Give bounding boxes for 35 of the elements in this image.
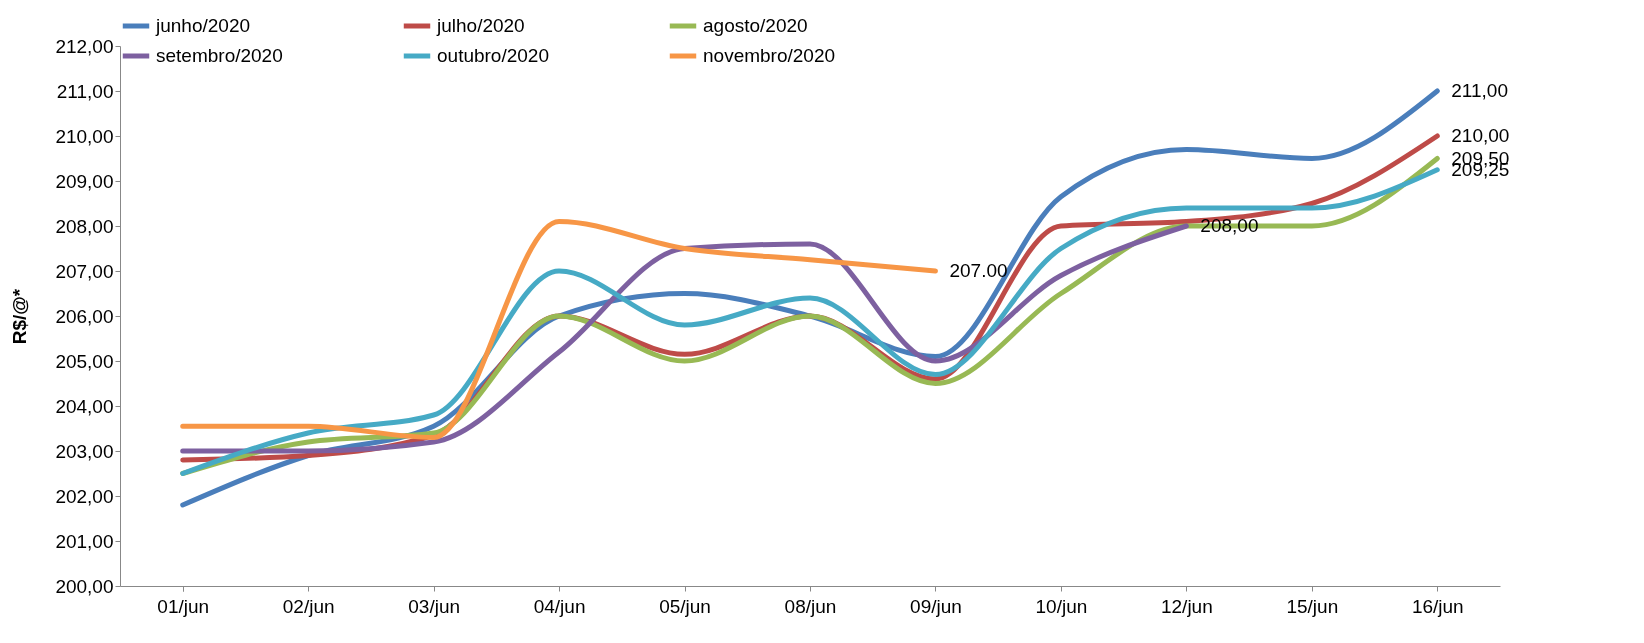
y-tick-label: 210,00 [55, 125, 114, 147]
y-tick-label: 212,00 [55, 35, 114, 57]
legend-label: novembro/2020 [703, 45, 836, 66]
y-tick-label: 204,00 [55, 395, 114, 417]
x-tick-label: 08/jun [784, 595, 837, 617]
x-tick-label: 15/jun [1286, 595, 1339, 617]
y-tick-label: 211,00 [56, 80, 114, 102]
y-tick-label: 206,00 [55, 305, 114, 327]
y-tick-label: 200,00 [55, 575, 114, 597]
y-tick-label: 202,00 [55, 485, 114, 507]
y-tick-label: 208,00 [55, 215, 114, 237]
y-tick-label: 205,00 [55, 350, 114, 372]
legend-label: junho/2020 [155, 15, 251, 36]
y-tick-label: 209,00 [55, 170, 114, 192]
x-tick-label: 12/jun [1160, 595, 1213, 617]
x-tick-label: 09/jun [910, 595, 962, 617]
x-tick-label: 10/jun [1035, 595, 1088, 617]
x-tick-label: 02/jun [282, 595, 335, 617]
x-tick-label: 04/jun [533, 595, 586, 617]
x-tick-label: 05/jun [659, 595, 711, 617]
data-label: 211,00 [1451, 80, 1508, 101]
data-label: 210,00 [1451, 125, 1510, 146]
y-axis-title: R$/@* [9, 288, 31, 345]
x-tick-label: 01/jun [157, 595, 210, 617]
legend-label: outubro/2020 [437, 45, 549, 66]
y-tick-label: 203,00 [55, 440, 114, 462]
data-label: 207.00 [949, 260, 1008, 281]
legend-label: setembro/2020 [156, 45, 283, 66]
legend-label: agosto/2020 [703, 15, 808, 36]
x-tick-label: 16/jun [1411, 595, 1464, 617]
legend-label: julho/2020 [436, 15, 525, 36]
y-tick-label: 207,00 [55, 260, 114, 282]
y-tick-label: 201,00 [55, 530, 114, 552]
data-label: 208,00 [1200, 215, 1259, 236]
x-tick-label: 03/jun [408, 595, 461, 617]
